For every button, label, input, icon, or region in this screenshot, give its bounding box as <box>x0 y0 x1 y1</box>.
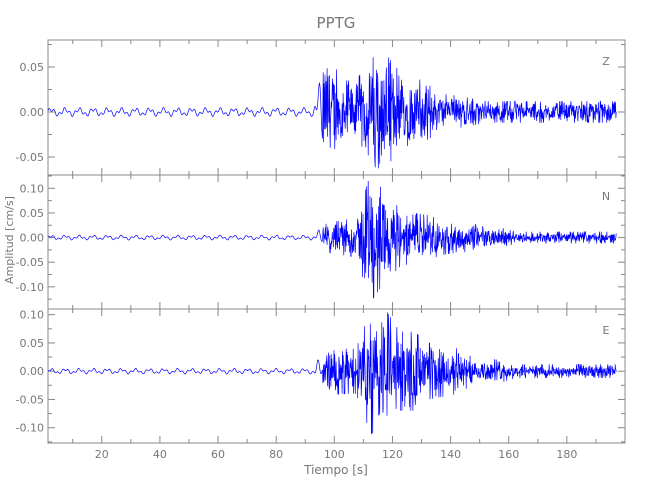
y-tick-label: 0.00 <box>20 106 45 119</box>
waveform-n <box>47 180 617 299</box>
x-axis-label: Tiempo [s] <box>303 463 368 477</box>
panel-frame <box>47 308 626 444</box>
y-tick-label: -0.10 <box>16 281 44 294</box>
x-tick-label: 160 <box>498 448 519 461</box>
panel-z: -0.05 0.00 0.05 Z <box>16 39 626 176</box>
y-tick-label: -0.05 <box>16 393 44 406</box>
waveform-e <box>47 312 617 434</box>
y-axis-label: Amplitud [cm/s] <box>3 196 16 284</box>
chart-title: PPTG <box>317 14 356 32</box>
channel-label: N <box>602 190 610 203</box>
channel-label: E <box>603 324 610 337</box>
y-tick-label: 0.05 <box>20 61 45 74</box>
x-tick-label: 180 <box>556 448 577 461</box>
x-tick-label: 140 <box>440 448 461 461</box>
panel-e: -0.10 -0.05 0.00 0.05 0.10 E <box>16 308 626 444</box>
x-tick-label: 100 <box>324 448 345 461</box>
waveform-z <box>47 57 617 169</box>
x-tick-label: 120 <box>382 448 403 461</box>
y-tick-label: -0.05 <box>16 151 44 164</box>
panel-n: -0.10 -0.05 0.00 0.05 0.10 N <box>16 174 626 310</box>
y-tick-label: 0.10 <box>20 182 45 195</box>
y-tick-label: 0.00 <box>20 365 45 378</box>
x-tick-label: 40 <box>153 448 167 461</box>
x-tick-label: 80 <box>269 448 283 461</box>
y-tick-label: -0.05 <box>16 256 44 269</box>
x-tick-label: 60 <box>211 448 225 461</box>
channel-label: Z <box>602 55 610 68</box>
y-tick-label: 0.05 <box>20 207 45 220</box>
y-tick-label: 0.05 <box>20 337 45 350</box>
x-tick-label: 20 <box>95 448 109 461</box>
y-tick-label: 0.10 <box>20 309 45 322</box>
y-tick-label: 0.00 <box>20 232 45 245</box>
y-tick-label: -0.10 <box>16 422 44 435</box>
